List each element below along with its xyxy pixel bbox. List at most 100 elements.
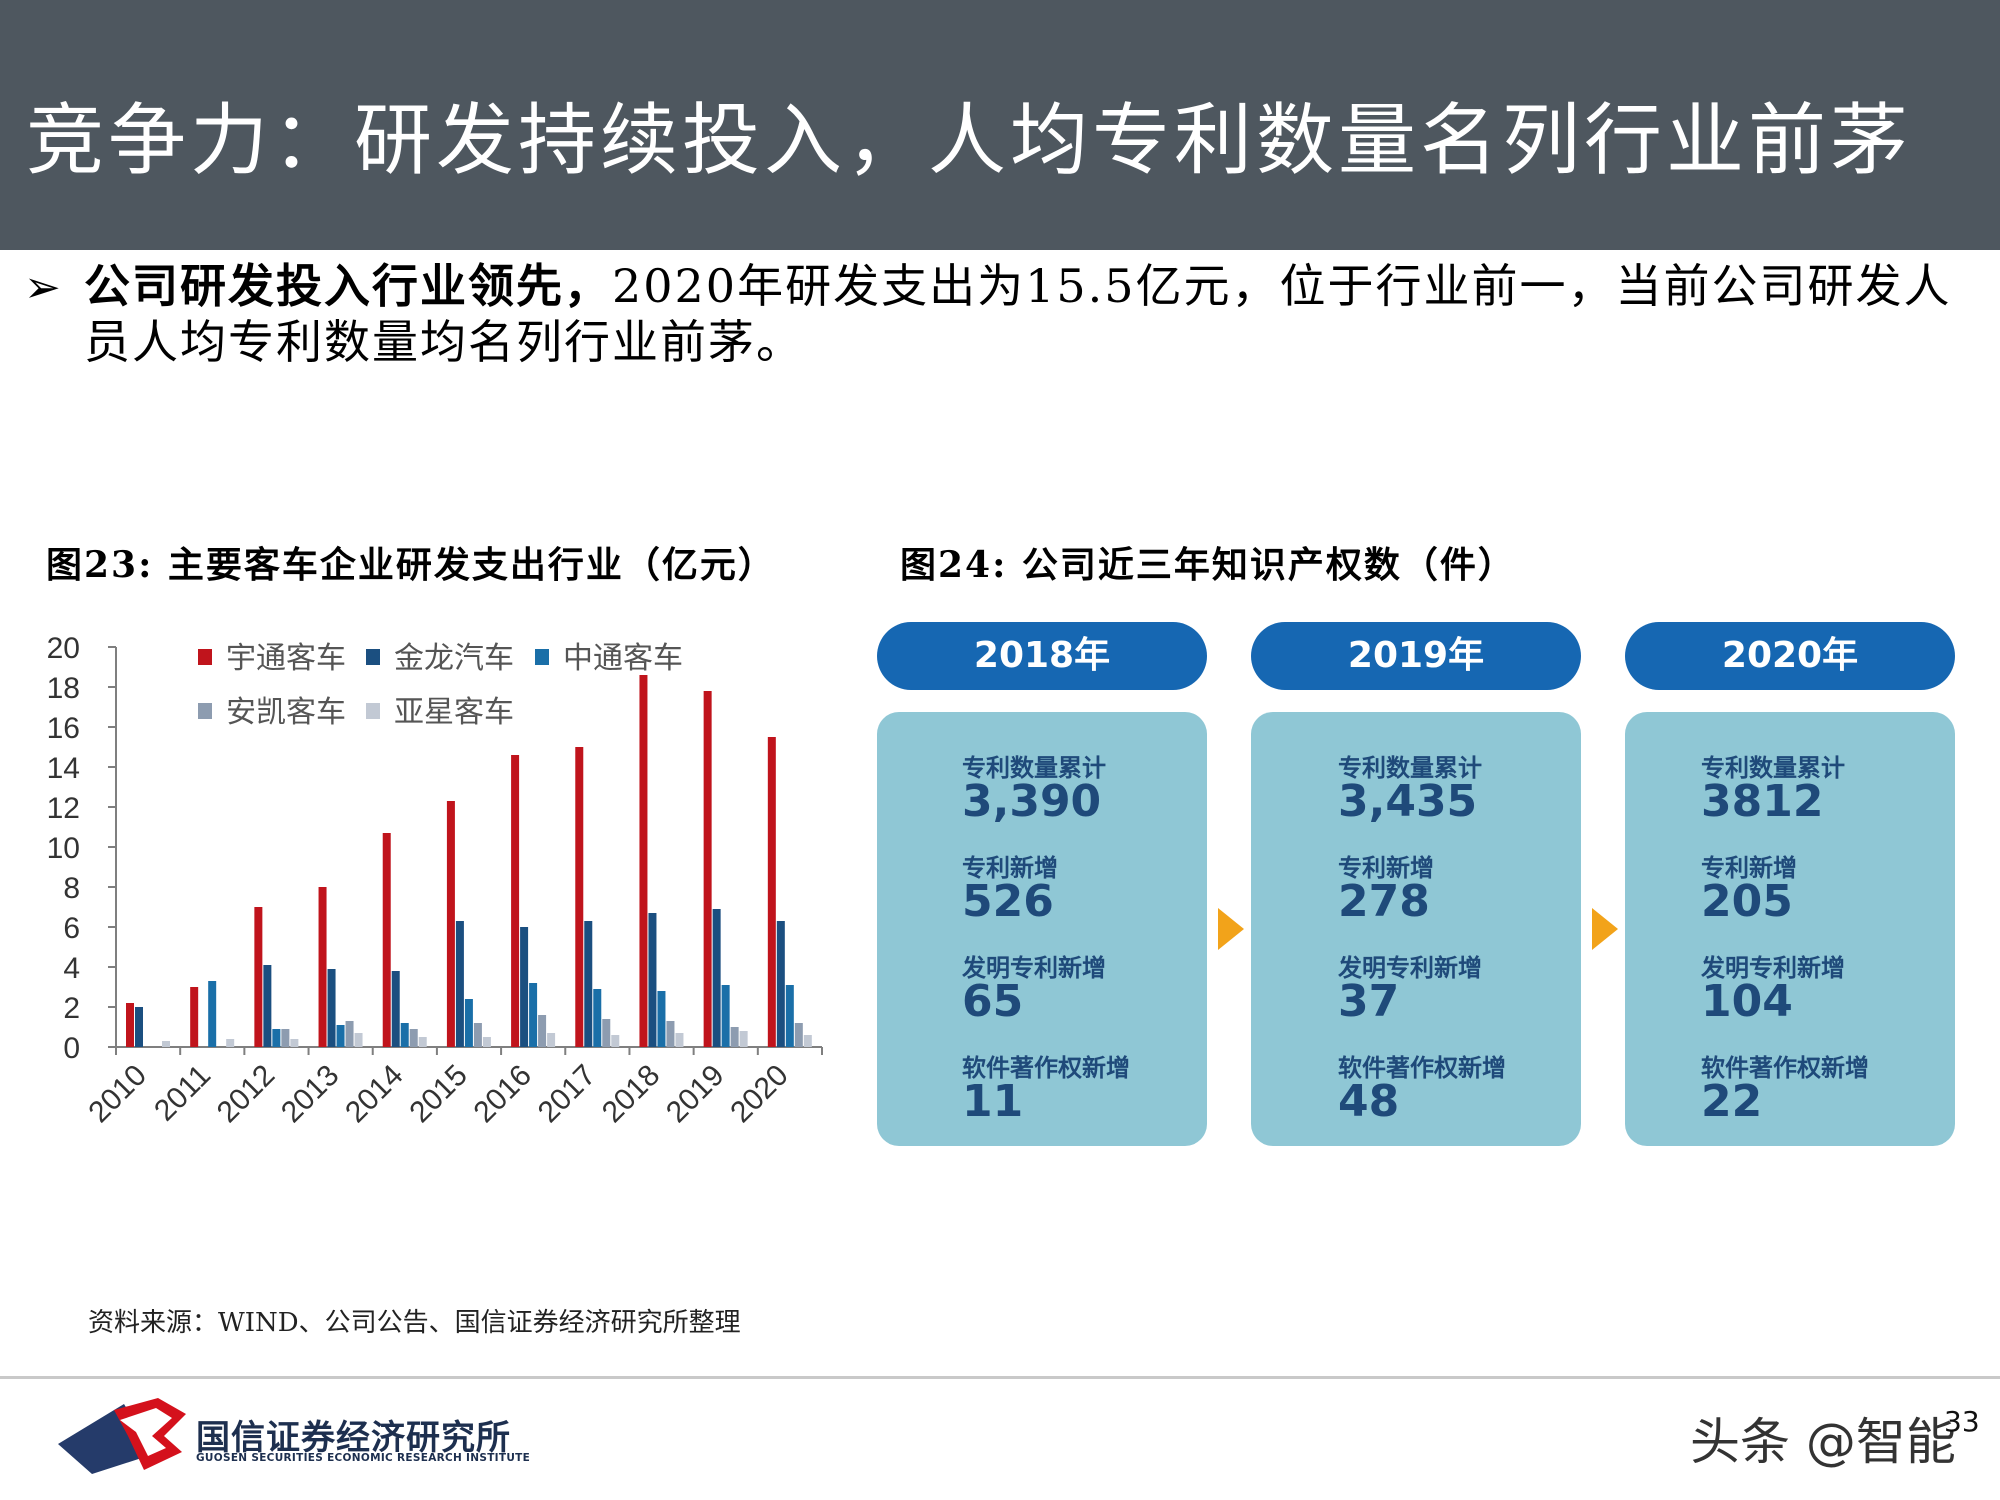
panel-2018: 专利数量累计 3,390 专利新增 526 发明专利新增 65 软件著作权新增 … [877, 712, 1207, 1146]
bar [354, 1033, 363, 1047]
stat-value: 278 [1338, 876, 1430, 927]
stat-value: 37 [1338, 976, 1400, 1027]
legend-label: 安凯客车 [226, 695, 346, 730]
bar [190, 987, 199, 1047]
bar [767, 737, 776, 1047]
figure24-title: 图24: 公司近三年知识产权数（件） [900, 544, 1516, 586]
y-tick-label: 8 [63, 872, 80, 905]
y-tick-label: 12 [47, 792, 80, 825]
stat-label: 发明专利新增 [962, 954, 1106, 982]
legend-swatch [366, 703, 380, 719]
stat-label: 专利数量累计 [962, 754, 1106, 782]
bar [776, 921, 785, 1047]
stat-value: 65 [962, 976, 1024, 1027]
bar [135, 1007, 143, 1047]
bar [336, 1025, 345, 1047]
legend-label: 金龙汽车 [394, 641, 514, 676]
panel-2019-header: 2019年 [1251, 622, 1581, 690]
bar [648, 913, 657, 1047]
bar [400, 1023, 409, 1047]
panel-2018-header: 2018年 [877, 622, 1207, 690]
source-note: 资料来源：WIND、公司公告、国信证券经济研究所整理 [88, 1308, 741, 1338]
bar [446, 801, 455, 1047]
bar [345, 1021, 354, 1047]
bar [538, 1015, 547, 1047]
bar [611, 1035, 620, 1047]
stat-label: 软件著作权新增 [1338, 1054, 1506, 1082]
title-bar: 竞争力：研发持续投入，人均专利数量名列行业前茅 [0, 0, 2000, 250]
bar [126, 1003, 134, 1047]
stat-value: 22 [1701, 1076, 1763, 1127]
legend-label: 中通客车 [563, 641, 683, 676]
bar [785, 985, 794, 1047]
summary-body: 2020年研发支出为15.5亿元，位于行业前一，当前公司研发人员人均专利数量均名… [84, 259, 1952, 369]
stat-value: 3,390 [962, 776, 1102, 827]
bar [226, 1039, 235, 1047]
x-tick-label: 2011 [148, 1059, 217, 1128]
bar [675, 1033, 684, 1047]
bar [520, 927, 529, 1047]
stat-value: 3,435 [1338, 776, 1478, 827]
y-tick-label: 16 [47, 712, 80, 745]
stat-value: 48 [1338, 1076, 1400, 1127]
bar [473, 1023, 482, 1047]
legend-swatch [535, 649, 549, 665]
legend-swatch [198, 649, 212, 665]
footer-divider [0, 1376, 2000, 1379]
arrow-right-icon [1218, 908, 1244, 950]
bullet-arrow-icon: ➢ [24, 262, 61, 313]
x-tick-label: 2020 [724, 1059, 795, 1130]
stat-label: 专利数量累计 [1338, 754, 1482, 782]
bar [318, 887, 327, 1047]
bar [712, 909, 721, 1047]
logo-name: 国信证券经济研究所 [196, 1418, 511, 1458]
bar [382, 833, 391, 1047]
legend-label: 宇通客车 [226, 641, 346, 676]
stat-label: 专利数量累计 [1701, 754, 1845, 782]
x-tick-label: 2015 [403, 1059, 474, 1130]
bar [482, 1037, 491, 1047]
bar [593, 989, 602, 1047]
arrow-right-icon [1592, 908, 1618, 950]
bar [730, 1027, 739, 1047]
bar [721, 985, 730, 1047]
bar [263, 965, 272, 1047]
summary-bold: 公司研发投入行业领先， [84, 259, 612, 313]
y-tick-label: 0 [63, 1032, 80, 1065]
x-tick-label: 2013 [275, 1059, 346, 1130]
page-title: 竞争力：研发持续投入，人均专利数量名列行业前茅 [26, 96, 1913, 186]
stat-label: 发明专利新增 [1338, 954, 1482, 982]
stat-label: 软件著作权新增 [1701, 1054, 1869, 1082]
bar [666, 1021, 675, 1047]
rd-spending-chart: 0246810121416182020102011201220132014201… [47, 632, 823, 1130]
bar [657, 991, 666, 1047]
bar [327, 969, 336, 1047]
bar [511, 755, 520, 1047]
stat-label: 专利新增 [1701, 854, 1797, 882]
summary-text: 公司研发投入行业领先，2020年研发支出为15.5亿元，位于行业前一，当前公司研… [84, 258, 1964, 370]
y-tick-label: 2 [63, 992, 80, 1025]
bar [162, 1041, 170, 1047]
y-tick-label: 20 [47, 632, 80, 665]
stat-label: 专利新增 [1338, 854, 1434, 882]
bar [455, 921, 464, 1047]
stat-label: 软件著作权新增 [962, 1054, 1130, 1082]
bar [254, 907, 263, 1047]
x-tick-label: 2019 [660, 1059, 731, 1130]
x-tick-label: 2016 [468, 1059, 539, 1130]
bar [639, 675, 648, 1047]
y-tick-label: 4 [63, 952, 80, 985]
page-number: 33 [1944, 1405, 1980, 1438]
logo-subtitle: GUOSEN SECURITIES ECONOMIC RESEARCH INST… [196, 1452, 531, 1464]
bar [290, 1039, 299, 1047]
stat-value: 526 [962, 876, 1054, 927]
y-tick-label: 18 [47, 672, 80, 705]
bar [529, 983, 538, 1047]
stat-value: 11 [962, 1076, 1024, 1127]
stat-value: 205 [1701, 876, 1793, 927]
bar [272, 1029, 281, 1047]
legend-swatch [366, 649, 380, 665]
x-tick-label: 2014 [339, 1059, 410, 1130]
x-tick-label: 2012 [211, 1059, 282, 1130]
watermark: 头条 @智能 [1690, 1413, 1956, 1471]
